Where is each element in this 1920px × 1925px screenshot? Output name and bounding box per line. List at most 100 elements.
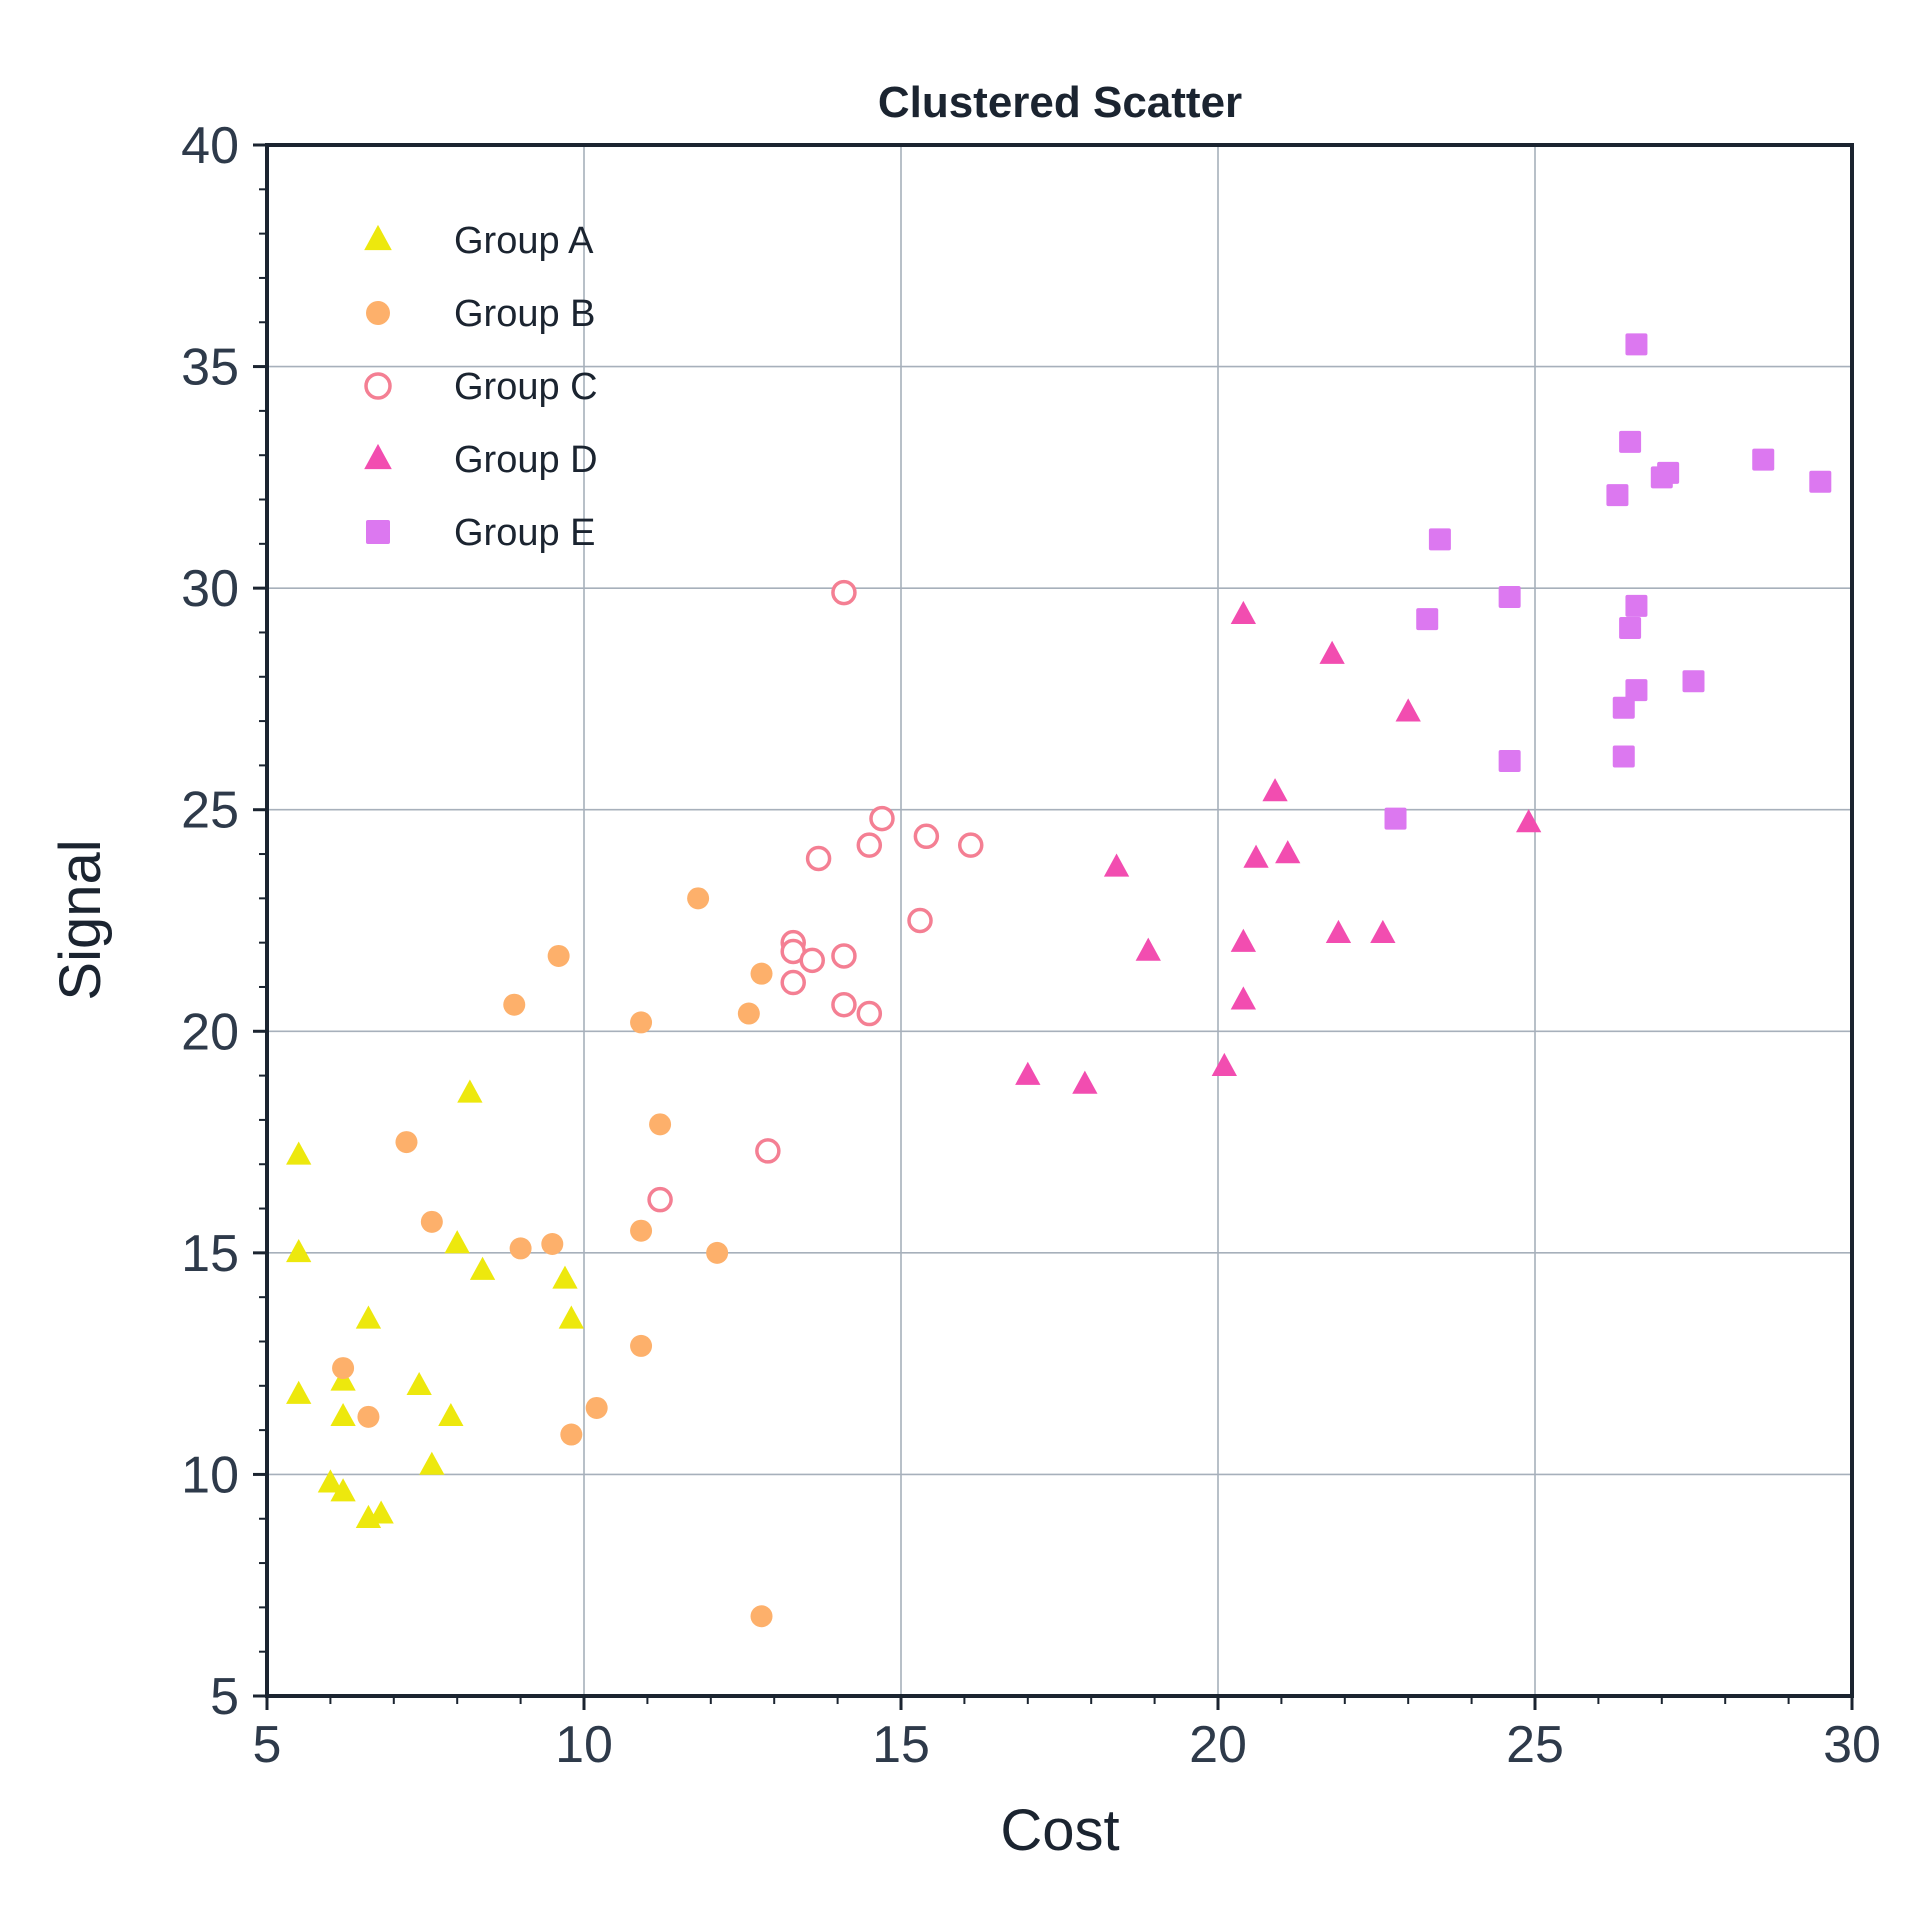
data-point	[1319, 640, 1345, 664]
data-point	[286, 1238, 312, 1263]
y-tick-label: 35	[181, 339, 239, 397]
points-layer	[286, 333, 1832, 1628]
data-point	[1275, 840, 1301, 864]
data-point	[957, 832, 984, 858]
data-point	[1498, 749, 1521, 772]
data-point	[647, 1186, 673, 1213]
series-group-b	[332, 887, 773, 1628]
data-point	[805, 845, 832, 872]
data-point	[1384, 807, 1407, 830]
data-point	[444, 1230, 470, 1254]
data-point	[1103, 853, 1130, 877]
data-point	[419, 1451, 445, 1475]
data-point	[1325, 919, 1352, 944]
data-point	[780, 969, 806, 996]
x-tick-label: 25	[1506, 1716, 1564, 1774]
data-point	[799, 947, 825, 974]
legend-label: Group B	[454, 293, 596, 335]
data-point	[649, 1113, 672, 1136]
x-tick-label: 5	[253, 1716, 282, 1774]
data-point	[368, 1500, 394, 1524]
data-point	[1428, 528, 1451, 551]
legend-item: Group E	[366, 512, 596, 554]
data-point	[1243, 844, 1269, 868]
data-point	[1015, 1061, 1041, 1085]
data-point	[750, 962, 773, 985]
data-point	[706, 1241, 729, 1264]
data-point	[1072, 1070, 1098, 1094]
x-tick-label: 10	[555, 1716, 613, 1774]
y-tick-label: 30	[181, 560, 239, 618]
data-point	[509, 1237, 532, 1260]
data-point	[1135, 937, 1161, 961]
data-point	[330, 1478, 356, 1502]
data-point	[1606, 484, 1629, 507]
y-axis-label: Signal	[48, 839, 113, 1000]
series-group-e	[1384, 333, 1832, 830]
data-point	[630, 1219, 653, 1242]
data-point	[630, 1011, 653, 1034]
data-point	[1230, 928, 1257, 952]
data-point	[558, 1305, 584, 1329]
y-tick-label: 5	[210, 1668, 239, 1726]
x-tick-label: 30	[1823, 1716, 1881, 1774]
data-point	[687, 887, 710, 910]
data-point	[1809, 470, 1832, 493]
data-point	[1416, 608, 1439, 631]
data-point	[541, 1232, 564, 1255]
legend-label: Group E	[454, 512, 596, 554]
axes-layer: 5 10 15 20 25 30 5 10 15 20 25 30 35 40	[181, 117, 1881, 1774]
data-point	[457, 1079, 483, 1103]
y-tick-label: 10	[181, 1446, 239, 1504]
data-point	[438, 1402, 464, 1427]
legend-marker	[366, 520, 390, 544]
data-point	[630, 1334, 653, 1357]
data-point	[1370, 919, 1396, 944]
legend-marker	[366, 301, 390, 325]
data-point	[1516, 809, 1542, 833]
data-point	[355, 1305, 382, 1329]
x-tick-label: 15	[872, 1716, 930, 1774]
y-tick-label: 15	[181, 1225, 239, 1283]
series-group-a	[286, 1079, 584, 1528]
legend-marker	[364, 224, 392, 251]
data-point	[1612, 745, 1635, 768]
data-point	[332, 1357, 355, 1380]
data-point	[357, 1405, 380, 1428]
data-point	[1612, 696, 1635, 719]
legend-marker	[364, 372, 392, 400]
legend: Group A Group B Group C Group D Group E	[364, 220, 598, 554]
data-point	[907, 907, 933, 934]
data-point	[1625, 333, 1648, 356]
data-point	[1752, 448, 1775, 471]
data-point	[330, 1402, 356, 1427]
legend-item: Group D	[364, 439, 598, 481]
data-point	[552, 1265, 578, 1289]
data-point	[1230, 986, 1257, 1010]
x-tick-label: 20	[1189, 1716, 1247, 1774]
data-point	[395, 1131, 418, 1154]
legend-label: Group D	[454, 439, 598, 481]
grid-layer	[267, 145, 1852, 1696]
data-point	[1625, 594, 1648, 617]
legend-marker	[364, 443, 392, 470]
data-point	[1657, 461, 1680, 484]
data-point	[831, 991, 857, 1018]
chart-title: Clustered Scatter	[878, 78, 1242, 127]
data-point	[1625, 679, 1648, 702]
data-point	[856, 832, 883, 858]
legend-item: Group A	[364, 220, 594, 262]
data-point	[831, 943, 857, 969]
series-group-c	[647, 579, 984, 1213]
data-point	[420, 1210, 443, 1233]
y-tick-label: 25	[181, 782, 239, 840]
data-point	[585, 1396, 608, 1419]
data-point	[737, 1002, 760, 1025]
data-point	[406, 1371, 432, 1396]
legend-item: Group C	[364, 366, 598, 408]
data-point	[1211, 1052, 1237, 1076]
data-point	[286, 1141, 312, 1165]
